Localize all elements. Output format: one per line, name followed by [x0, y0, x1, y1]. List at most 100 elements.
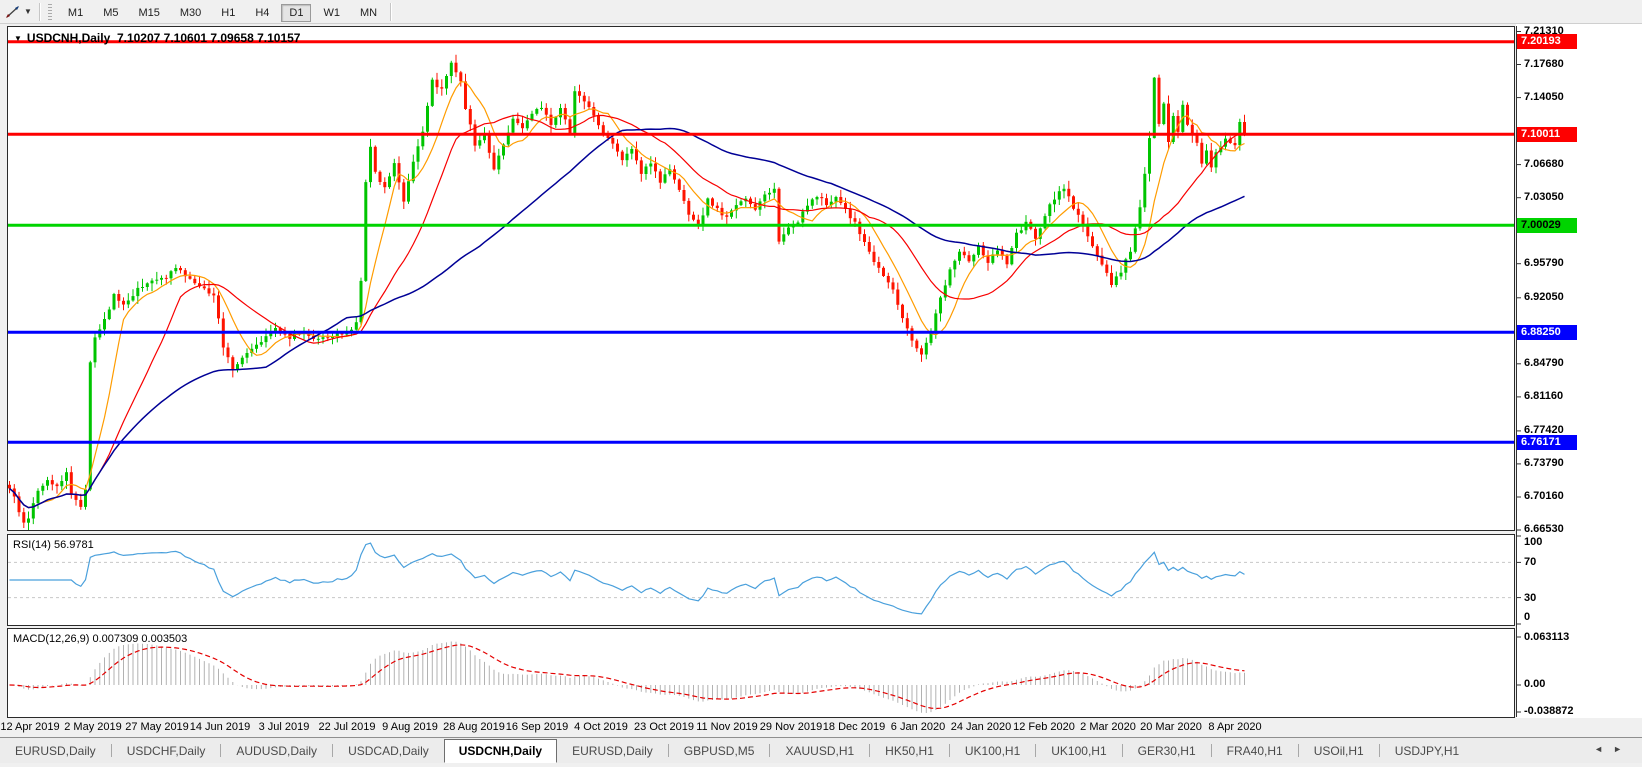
tab-usdjpy-h1[interactable]: USDJPY,H1 [1394, 744, 1460, 758]
tab-separator [1035, 744, 1037, 757]
tab-separator [948, 744, 950, 757]
toolbar-grip[interactable] [47, 3, 52, 20]
chart-tab-bar: EURUSD,Daily USDCHF,Daily AUDUSD,Daily USDC… [0, 737, 1642, 763]
price-tick-label: 7.03050 [1524, 191, 1564, 203]
tab-scroll-left-icon[interactable]: ◄ [1594, 744, 1614, 754]
price-tick-label: 6.92050 [1524, 291, 1564, 303]
price-chart-pane[interactable] [7, 26, 1515, 531]
date-label: 20 Mar 2020 [1140, 721, 1202, 733]
tab-separator [1210, 744, 1212, 757]
collapse-triangle-icon[interactable]: ▼ [14, 34, 22, 43]
macd-label: MACD(12,26,9) 0.007309 0.003503 [13, 633, 188, 645]
date-label: 3 Jul 2019 [258, 721, 310, 733]
toolbar-separator [390, 2, 393, 21]
tab-separator [1121, 744, 1123, 757]
macd-axis-label: 0.00 [1524, 678, 1546, 690]
price-level-badge: 7.20193 [1517, 34, 1577, 49]
timeframe-button-m30[interactable]: M30 [179, 6, 202, 19]
price-tick-label: 6.77420 [1524, 424, 1564, 436]
tab-separator [332, 744, 334, 757]
tab-ger30-h1[interactable]: GER30,H1 [1137, 744, 1196, 758]
date-label: 22 Jul 2019 [318, 721, 376, 733]
tab-separator [1297, 744, 1299, 757]
timeframe-buttons: M1 M5 M15 M30 H1 H4 D1 W1 MN [58, 3, 387, 22]
tab-uk100-h1[interactable]: UK100,H1 [964, 744, 1021, 758]
tab-scroll-right-icon[interactable]: ► [1613, 744, 1632, 754]
tab-usoil-h1[interactable]: USOil,H1 [1313, 744, 1364, 758]
tab-separator [110, 744, 112, 757]
rsi-axis-label: 0 [1524, 611, 1531, 623]
rsi-axis-label: 100 [1524, 536, 1543, 548]
timeframe-button-d1[interactable]: D1 [281, 3, 312, 22]
price-tick-label: 6.66530 [1524, 523, 1564, 535]
timeframe-button-w1[interactable]: W1 [323, 6, 340, 19]
date-label: 4 Oct 2019 [574, 721, 628, 733]
date-label: 6 Jan 2020 [890, 721, 946, 733]
tab-usdcad-daily[interactable]: USDCAD,Daily [348, 744, 429, 758]
tab-usdchf-daily[interactable]: USDCHF,Daily [126, 744, 206, 758]
date-label: 8 Apr 2020 [1208, 721, 1262, 733]
timeframe-button-h1[interactable]: H1 [221, 6, 236, 19]
tab-separator [769, 744, 771, 757]
date-label: 27 May 2019 [125, 721, 189, 733]
rsi-axis-label: 30 [1524, 592, 1537, 604]
chart-ohlc-values: 7.10207 7.10601 7.09658 7.10157 [116, 31, 301, 45]
tab-scroll-arrows[interactable]: ◄► [1594, 744, 1632, 754]
price-level-badge: 7.10011 [1517, 127, 1577, 142]
tab-uk100-h1[interactable]: UK100,H1 [1051, 744, 1107, 758]
timeframe-button-m1[interactable]: M1 [67, 6, 84, 19]
price-level-badge: 6.88250 [1517, 325, 1577, 340]
macd-axis-label: 0.063113 [1524, 631, 1570, 643]
tab-eurusd-daily[interactable]: EURUSD,Daily [572, 744, 653, 758]
date-label: 2 May 2019 [64, 721, 122, 733]
date-label: 12 Apr 2019 [0, 721, 60, 733]
rsi-label: RSI(14) 56.9781 [13, 539, 94, 551]
tab-xauusd-h1[interactable]: XAUUSD,H1 [785, 744, 855, 758]
date-label: 14 Jun 2019 [189, 721, 251, 733]
tab-hk50-h1[interactable]: HK50,H1 [885, 744, 934, 758]
chart-tool-icon[interactable] [3, 4, 23, 20]
rsi-axis-label: 70 [1524, 556, 1537, 568]
price-tick-label: 6.95790 [1524, 257, 1564, 269]
price-tick-label: 6.84790 [1524, 357, 1564, 369]
price-tick-label: 6.70160 [1524, 490, 1564, 502]
date-label: 18 Dec 2019 [822, 721, 886, 733]
price-tick-label: 7.17680 [1524, 58, 1564, 70]
tab-separator [667, 744, 669, 757]
chart-tool-dropdown-icon[interactable]: ▼ [24, 7, 32, 16]
tab-audusd-daily[interactable]: AUDUSD,Daily [236, 744, 318, 758]
date-label: 12 Feb 2020 [1013, 721, 1075, 733]
tab-separator [869, 744, 871, 757]
date-label: 23 Oct 2019 [634, 721, 694, 733]
price-tick-label: 6.81160 [1524, 390, 1564, 402]
rsi-pane[interactable] [7, 534, 1515, 626]
date-label: 24 Jan 2020 [950, 721, 1012, 733]
tab-gbpusd-m5[interactable]: GBPUSD,M5 [683, 744, 755, 758]
date-label: 2 Mar 2020 [1080, 721, 1136, 733]
tab-separator [220, 744, 222, 757]
date-label: 29 Nov 2019 [759, 721, 823, 733]
macd-axis-label: -0.038872 [1524, 705, 1574, 717]
tab-usdcnh-daily[interactable]: USDCNH,Daily [443, 739, 558, 763]
date-label: 16 Sep 2019 [505, 721, 569, 733]
tab-fra40-h1[interactable]: FRA40,H1 [1226, 744, 1283, 758]
price-level-badge: 7.00029 [1517, 218, 1577, 233]
price-level-badge: 6.76171 [1517, 435, 1577, 450]
timeframe-toolbar: ▼ M1 M5 M15 M30 H1 H4 D1 W1 MN [0, 0, 1642, 24]
timeframe-button-m5[interactable]: M5 [103, 6, 119, 19]
date-label: 9 Aug 2019 [382, 721, 438, 733]
chart-symbol-label: USDCNH,Daily [26, 31, 111, 45]
price-tick-label: 7.06680 [1524, 158, 1564, 170]
toolbar-separator [38, 2, 41, 21]
tab-eurusd-daily[interactable]: EURUSD,Daily [15, 744, 96, 758]
price-tick-label: 6.73790 [1524, 457, 1564, 469]
timeframe-button-h4[interactable]: H4 [255, 6, 270, 19]
date-label: 11 Nov 2019 [696, 721, 758, 733]
price-tick-label: 7.14050 [1524, 91, 1564, 103]
timeframe-button-mn[interactable]: MN [359, 6, 378, 19]
date-label: 28 Aug 2019 [443, 721, 505, 733]
timeframe-button-m15[interactable]: M15 [138, 6, 160, 19]
tab-separator [1378, 744, 1380, 757]
macd-pane[interactable] [7, 628, 1515, 718]
